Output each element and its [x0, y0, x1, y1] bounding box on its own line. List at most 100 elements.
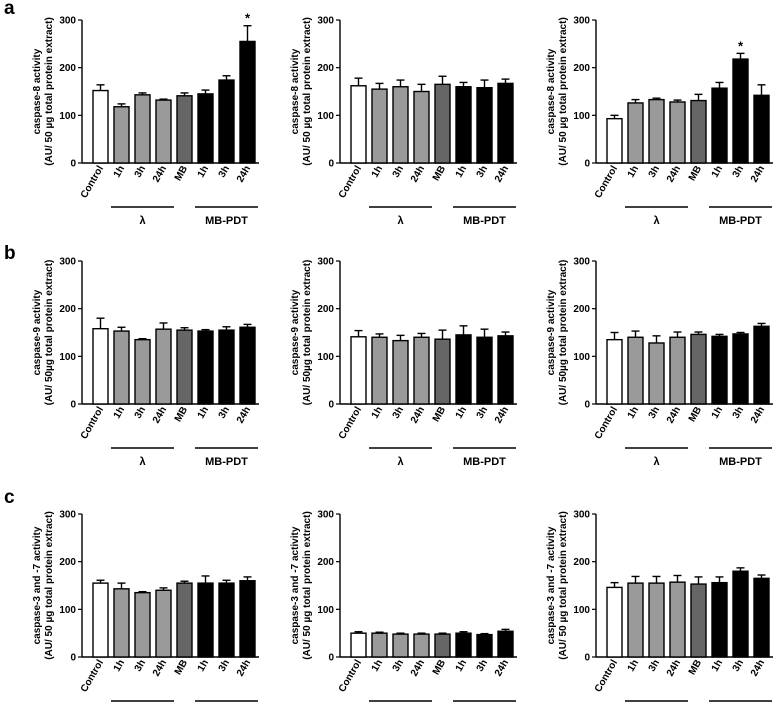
- bar: [455, 632, 472, 658]
- category-label: Control: [337, 405, 364, 441]
- chart-c-2: 0 100 200 300 caspase-3 and -7 activity (AU/ …: [290, 510, 517, 702]
- y-tick-label: 300: [317, 16, 334, 27]
- bar: [434, 338, 451, 405]
- category-label: Control: [79, 405, 106, 441]
- group-label: λ: [139, 215, 145, 227]
- y-axis-label: caspase-3 and -7 activity: [290, 526, 301, 644]
- category-label: 24h: [749, 164, 767, 184]
- group-label: λ: [139, 456, 145, 468]
- y-axis-label: caspase-8 activity: [32, 48, 43, 134]
- y-tick-label: 100: [59, 605, 76, 616]
- bar: [176, 329, 193, 405]
- category-label: MB: [687, 658, 704, 677]
- category-label: 1h: [454, 164, 469, 180]
- bar: [711, 581, 728, 658]
- category-label: 1h: [454, 405, 469, 421]
- y-axis-label: caspase-8 activity: [546, 48, 557, 134]
- y-tick-label: 0: [328, 400, 334, 411]
- category-label: 1h: [112, 658, 127, 674]
- bar: [648, 98, 665, 164]
- category-label: 3h: [647, 405, 662, 421]
- bar: [371, 88, 388, 164]
- bar: [711, 87, 728, 164]
- group-label: λ: [397, 215, 403, 227]
- bar: [218, 79, 235, 164]
- bar: [371, 336, 388, 405]
- y-axis-label: caspase-8 activity: [290, 48, 301, 134]
- category-label: 24h: [493, 658, 511, 678]
- category-label: 3h: [731, 164, 746, 180]
- y-tick-label: 100: [59, 111, 76, 122]
- significance-marker: *: [245, 11, 251, 26]
- y-tick-label: 0: [70, 400, 76, 411]
- bar: [392, 339, 409, 405]
- category-label: 3h: [475, 164, 490, 180]
- bar: [413, 633, 430, 658]
- category-label: 3h: [217, 658, 232, 674]
- bar: [239, 326, 256, 405]
- bar: [155, 99, 172, 164]
- category-label: Control: [79, 164, 106, 200]
- category-label: MB: [687, 164, 704, 183]
- bar: [476, 633, 493, 658]
- bar: [197, 93, 214, 164]
- bar: [392, 633, 409, 658]
- category-label: Control: [337, 658, 364, 694]
- bar: [350, 336, 367, 405]
- category-label: 1h: [196, 164, 211, 180]
- y-tick-label: 0: [328, 159, 334, 170]
- category-label: 24h: [665, 658, 683, 678]
- bar: [134, 338, 151, 405]
- chart-c-1: 0 100 200 300 caspase-3 and -7 activity (AU/ …: [32, 510, 259, 702]
- panel-letter-c: c: [4, 487, 15, 508]
- category-label: 24h: [409, 405, 427, 425]
- y-tick-label: 200: [59, 557, 76, 568]
- panel-letter-a: a: [4, 0, 15, 19]
- bar: [690, 583, 707, 658]
- category-label: 1h: [626, 164, 641, 180]
- y-tick-label: 200: [59, 63, 76, 74]
- y-tick-label: 200: [573, 304, 590, 315]
- bar: [455, 334, 472, 405]
- category-label: 24h: [409, 164, 427, 184]
- category-label: 1h: [710, 405, 725, 421]
- y-tick-label: 0: [584, 400, 590, 411]
- bar: [350, 632, 367, 658]
- y-tick-label: 300: [59, 16, 76, 27]
- y-tick-label: 200: [59, 304, 76, 315]
- y-tick-label: 200: [573, 557, 590, 568]
- bar: [197, 330, 214, 405]
- category-label: 3h: [391, 658, 406, 674]
- y-tick-label: 300: [573, 257, 590, 268]
- group-label: MB-PDT: [463, 215, 506, 227]
- category-label: 1h: [454, 658, 469, 674]
- bar: [92, 327, 109, 405]
- bar: [627, 582, 644, 658]
- category-label: MB: [173, 405, 190, 424]
- bar: [113, 106, 130, 164]
- y-tick-label: 100: [573, 605, 590, 616]
- bar: [648, 582, 665, 658]
- category-label: 24h: [749, 405, 767, 425]
- panel-letter-b: b: [4, 243, 16, 264]
- category-label: 1h: [112, 164, 127, 180]
- bar: [113, 588, 130, 658]
- bar: [218, 582, 235, 658]
- category-label: 3h: [217, 164, 232, 180]
- y-axis-label: (AU/ 50 µg total protein extract): [558, 17, 569, 166]
- bar: [176, 95, 193, 164]
- y-axis-label: (AU/ 50 µg total protein extract): [302, 17, 313, 166]
- y-tick-label: 100: [317, 352, 334, 363]
- bar: [413, 336, 430, 405]
- bar: [627, 102, 644, 164]
- bar: [155, 328, 172, 405]
- chart-a-1: 0 100 200 300 caspase-8 activity (AU/ 50 µg t…: [32, 11, 259, 227]
- y-axis-label: (AU/ 50 µg total protein extract): [44, 511, 55, 660]
- y-tick-label: 0: [328, 653, 334, 664]
- bar: [690, 99, 707, 164]
- category-label: 24h: [151, 658, 169, 678]
- y-tick-label: 200: [317, 557, 334, 568]
- y-tick-label: 0: [584, 653, 590, 664]
- group-label: MB-PDT: [719, 215, 762, 227]
- bar: [732, 570, 749, 658]
